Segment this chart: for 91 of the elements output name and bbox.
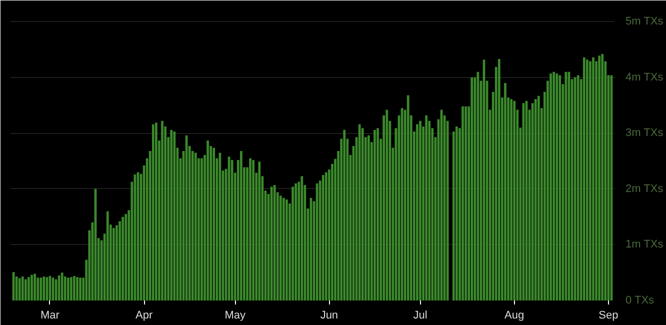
bar [66, 278, 70, 300]
bar [406, 95, 410, 300]
y-tick-label: 1m TXs [626, 238, 664, 251]
bar [28, 277, 30, 300]
bar [470, 77, 474, 300]
bar [552, 72, 555, 300]
bar [152, 124, 154, 300]
bar [118, 221, 121, 300]
bar [24, 279, 27, 300]
y-tick-label: 4m TXs [626, 71, 664, 84]
x-tick-label: Apr [135, 310, 153, 322]
bar [286, 200, 288, 300]
bar [324, 172, 328, 300]
bar [230, 160, 234, 300]
bar [537, 96, 540, 300]
bar [282, 198, 285, 300]
bar [21, 276, 24, 300]
bar [416, 124, 418, 300]
bar [42, 276, 46, 300]
x-tick-label: Aug [504, 310, 524, 322]
x-tick-label: Mar [40, 310, 60, 322]
bar [122, 216, 124, 300]
bar [240, 151, 242, 300]
bar [218, 152, 222, 300]
bar [589, 61, 592, 300]
bar [367, 135, 370, 300]
y-tick-label: 0 TXs [626, 294, 655, 306]
bar [558, 75, 562, 300]
bar [124, 214, 128, 300]
bar [343, 130, 346, 300]
bar [36, 278, 39, 300]
bar [294, 183, 297, 300]
bar [18, 278, 21, 300]
bar [170, 130, 173, 300]
bar [116, 225, 118, 300]
bar [550, 74, 552, 300]
y-tick-label: 2m TXs [626, 182, 664, 195]
bar [419, 120, 422, 300]
bar [510, 99, 512, 300]
x-tick-label: Jul [413, 310, 428, 322]
bar [556, 74, 558, 300]
bar [161, 120, 164, 300]
bar [212, 148, 216, 300]
bar [361, 128, 364, 300]
bar [592, 57, 594, 300]
bar [376, 128, 379, 300]
x-tick-label: Sep [598, 310, 618, 322]
bar [601, 54, 604, 300]
bar [322, 175, 324, 300]
bar [249, 158, 252, 300]
bar [462, 106, 464, 300]
bar [586, 60, 588, 300]
x-tick-label: May [224, 310, 246, 322]
bar [576, 75, 580, 300]
bar [425, 115, 428, 300]
bar [155, 122, 158, 300]
bar [504, 83, 506, 300]
bar [534, 99, 537, 300]
bar [464, 106, 467, 300]
y-tick-label: 5m TXs [626, 16, 664, 28]
bar [64, 276, 66, 300]
bar [292, 186, 294, 300]
bar [498, 59, 500, 300]
bar [455, 126, 458, 300]
bar [252, 160, 254, 300]
bar [194, 152, 197, 300]
bar [30, 274, 33, 300]
bar [582, 57, 586, 300]
bar [386, 110, 388, 300]
bar [300, 176, 304, 300]
bar [46, 277, 48, 300]
bar [598, 56, 601, 300]
bar [279, 196, 282, 300]
bar [76, 277, 78, 300]
x-tick-label: Jun [320, 310, 338, 322]
bar [106, 211, 109, 300]
bar [476, 72, 480, 300]
bar [73, 276, 76, 300]
bar [206, 140, 209, 300]
bar [79, 278, 82, 300]
bar [70, 277, 72, 300]
bar [258, 162, 261, 300]
bar [112, 228, 115, 300]
y-tick-label: 3m TXs [626, 127, 664, 140]
bar [200, 158, 203, 300]
bar [40, 278, 42, 300]
bar [374, 130, 376, 300]
bar [60, 272, 64, 300]
bar [513, 100, 516, 300]
bar [173, 132, 176, 300]
bar [34, 274, 36, 300]
